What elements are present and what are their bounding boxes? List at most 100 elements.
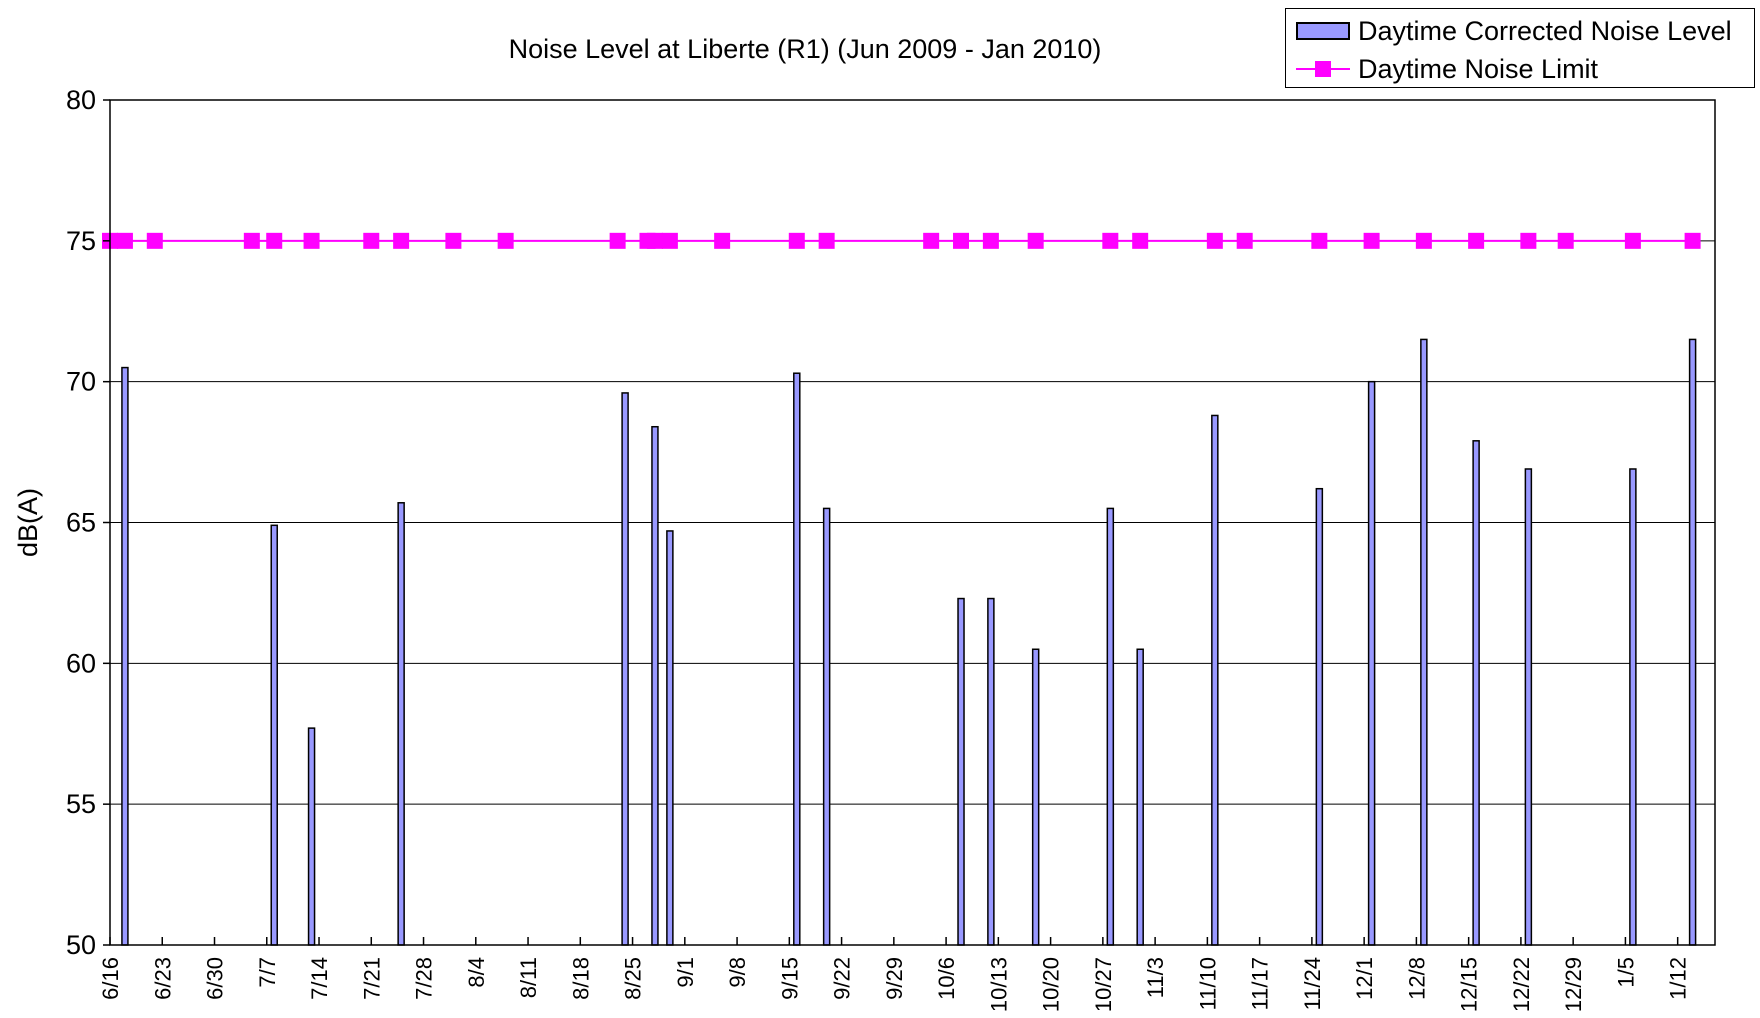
- x-tick-label: 11/17: [1248, 957, 1273, 1010]
- limit-marker: [1468, 232, 1485, 249]
- legend-bar-swatch: [1296, 22, 1350, 40]
- x-tick-label: 10/27: [1091, 957, 1116, 1012]
- bar: [1420, 338, 1428, 946]
- limit-marker: [646, 232, 663, 249]
- x-tick-label: 7/7: [255, 957, 280, 988]
- limit-marker: [1415, 232, 1432, 249]
- x-axis: 6/16 6/23 6/30 7/7 7/14 7/21 7/28 8/4 8/11 8/18 8/…: [98, 937, 1691, 1012]
- x-tick-label: 6/16: [98, 957, 123, 1000]
- x-tick-label: 7/21: [359, 957, 384, 1000]
- bar: [621, 392, 629, 946]
- x-tick-label: 7/28: [412, 957, 437, 1000]
- limit-marker: [714, 232, 731, 249]
- x-tick-label: 12/1: [1352, 957, 1377, 1000]
- bar: [1629, 468, 1637, 946]
- bar: [651, 425, 659, 946]
- chart-title: Noise Level at Liberte (R1) (Jun 2009 - …: [508, 34, 1102, 64]
- y-tick-label: 50: [66, 930, 96, 960]
- bar: [957, 597, 965, 946]
- x-tick-label: 1/12: [1666, 957, 1691, 1000]
- x-tick-label: 9/1: [673, 957, 698, 988]
- limit-marker: [497, 232, 514, 249]
- limit-marker: [1520, 232, 1537, 249]
- legend-label: Daytime Noise Limit: [1358, 53, 1599, 84]
- y-tick-label: 60: [66, 648, 96, 678]
- limit-marker: [982, 232, 999, 249]
- bar: [1472, 440, 1480, 946]
- limit-marker: [393, 232, 410, 249]
- bar: [307, 727, 316, 946]
- limit-marker: [116, 232, 133, 249]
- x-tick-label: 11/24: [1300, 957, 1325, 1010]
- limit-marker: [661, 232, 678, 249]
- x-tick-label: 1/5: [1613, 957, 1638, 988]
- x-tick-label: 12/29: [1561, 957, 1586, 1012]
- x-tick-label: 9/8: [725, 957, 750, 988]
- x-tick-label: 8/4: [464, 957, 489, 988]
- x-tick-label: 12/22: [1509, 957, 1534, 1012]
- limit-marker: [788, 232, 805, 249]
- y-tick-label: 75: [66, 226, 96, 256]
- legend: Daytime Corrected Noise Level Daytime No…: [1285, 8, 1755, 88]
- limit-marker: [609, 232, 626, 249]
- bar: [1211, 414, 1219, 946]
- y-tick-label: 65: [66, 508, 96, 538]
- bar: [793, 372, 801, 946]
- bar: [1524, 468, 1533, 946]
- bar: [1031, 648, 1040, 946]
- bar: [666, 530, 674, 946]
- x-tick-label: 12/8: [1404, 957, 1429, 1000]
- x-tick-label: 10/6: [934, 957, 959, 1000]
- limit-marker: [1132, 232, 1149, 249]
- y-tick-label: 80: [66, 85, 96, 115]
- bar: [822, 507, 831, 946]
- limit-marker: [363, 232, 380, 249]
- limit-marker: [1206, 232, 1223, 249]
- limit-marker: [1557, 232, 1574, 249]
- x-tick-label: 9/29: [882, 957, 907, 1000]
- limit-series: [102, 232, 1701, 249]
- legend-label: Daytime Corrected Noise Level: [1358, 15, 1732, 46]
- limit-marker: [923, 232, 940, 249]
- x-tick-label: 6/23: [150, 957, 175, 1000]
- limit-marker: [243, 232, 260, 249]
- limit-marker: [303, 232, 320, 249]
- y-tick-label: 70: [66, 367, 96, 397]
- bar: [1688, 338, 1697, 946]
- limit-marker: [1311, 232, 1328, 249]
- bar: [1106, 507, 1115, 946]
- x-tick-label: 10/13: [986, 957, 1011, 1012]
- limit-marker: [266, 232, 283, 249]
- limit-marker: [953, 232, 970, 249]
- limit-marker: [818, 232, 835, 249]
- x-tick-label: 12/15: [1457, 957, 1482, 1012]
- x-tick-label: 8/18: [568, 957, 593, 1000]
- y-axis: 50 55 60 65 70 75 80: [66, 85, 110, 960]
- limit-marker: [1684, 232, 1701, 249]
- x-tick-label: 11/10: [1195, 957, 1220, 1010]
- x-tick-label: 10/20: [1039, 957, 1064, 1012]
- bar-series: [121, 338, 1697, 946]
- limit-marker: [1102, 232, 1119, 249]
- bar: [270, 524, 278, 946]
- x-tick-label: 9/22: [830, 957, 855, 1000]
- x-tick-label: 11/3: [1143, 957, 1168, 998]
- limit-marker: [1236, 232, 1253, 249]
- legend-item-noise-limit: Daytime Noise Limit: [1296, 51, 1598, 87]
- bar: [987, 597, 995, 946]
- bar: [1315, 487, 1324, 946]
- bar: [121, 366, 129, 946]
- x-tick-label: 8/11: [516, 957, 541, 998]
- y-tick-label: 55: [66, 789, 96, 819]
- limit-marker: [1027, 232, 1044, 249]
- x-tick-label: 8/25: [621, 957, 646, 1000]
- x-tick-label: 9/15: [777, 957, 802, 1000]
- y-axis-label: dB(A): [12, 487, 43, 558]
- bar: [397, 502, 405, 946]
- bar: [1136, 648, 1144, 946]
- limit-marker: [445, 232, 462, 249]
- limit-marker: [1624, 232, 1641, 249]
- legend-item-corrected-noise: Daytime Corrected Noise Level: [1296, 13, 1732, 49]
- bar: [1367, 380, 1376, 946]
